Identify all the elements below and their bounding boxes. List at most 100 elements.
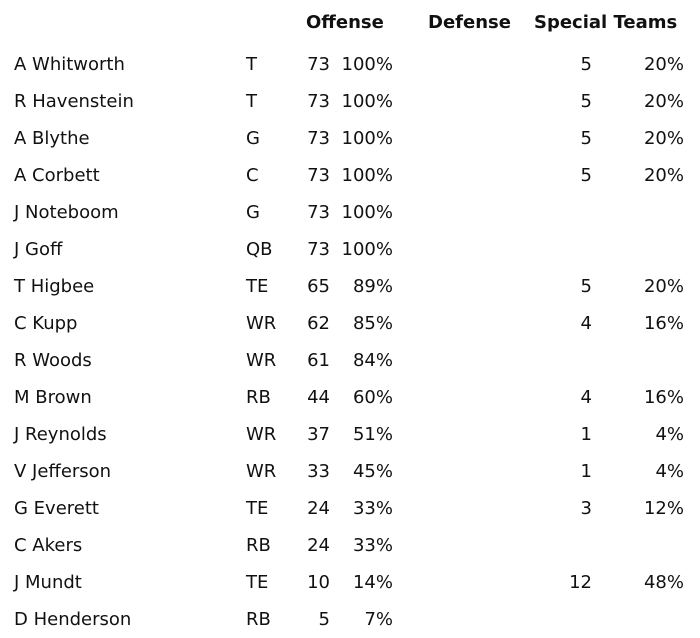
special-teams-percent: 48% [643, 572, 684, 593]
player-position: G [246, 202, 260, 223]
special-teams-percent: 20% [643, 54, 684, 75]
offense-snaps: 5 [318, 609, 330, 630]
table-row: M Brown RB 44 60% 4 16% [0, 379, 700, 416]
offense-percent: 7% [364, 609, 393, 630]
special-teams-snaps: 5 [580, 276, 592, 297]
offense-snaps: 37 [307, 424, 330, 445]
player-position: RB [246, 609, 271, 630]
table-row: A Corbett C 73 100% 5 20% [0, 157, 700, 194]
offense-percent: 100% [341, 128, 393, 149]
table-row: V Jefferson WR 33 45% 1 4% [0, 453, 700, 490]
table-row: R Havenstein T 73 100% 5 20% [0, 83, 700, 120]
offense-percent: 89% [352, 276, 393, 297]
player-name: R Woods [14, 350, 92, 371]
offense-percent: 45% [352, 461, 393, 482]
special-teams-percent: 20% [643, 91, 684, 112]
offense-snaps: 73 [307, 128, 330, 149]
player-position: QB [246, 239, 273, 260]
special-teams-snaps: 5 [580, 54, 592, 75]
player-position: WR [246, 313, 277, 334]
player-name: C Akers [14, 535, 83, 556]
offense-percent: 100% [341, 202, 393, 223]
player-name: C Kupp [14, 313, 78, 334]
table-row: T Higbee TE 65 89% 5 20% [0, 268, 700, 305]
offense-percent: 14% [352, 572, 393, 593]
special-teams-snaps: 4 [580, 313, 592, 334]
table-row: R Woods WR 61 84% [0, 342, 700, 379]
table-row: C Akers RB 24 33% [0, 527, 700, 564]
player-position: C [246, 165, 259, 186]
player-name: D Henderson [14, 609, 132, 630]
offense-snaps: 65 [307, 276, 330, 297]
player-name: M Brown [14, 387, 92, 408]
player-position: WR [246, 350, 277, 371]
table-row: J Noteboom G 73 100% [0, 194, 700, 231]
offense-snaps: 61 [307, 350, 330, 371]
special-teams-percent: 20% [643, 165, 684, 186]
player-position: RB [246, 535, 271, 556]
offense-snaps: 33 [307, 461, 330, 482]
player-position: TE [246, 572, 269, 593]
table-row: A Blythe G 73 100% 5 20% [0, 120, 700, 157]
offense-snaps: 73 [307, 54, 330, 75]
player-name: A Blythe [14, 128, 90, 149]
special-teams-percent: 4% [655, 424, 684, 445]
table-row: J Reynolds WR 37 51% 1 4% [0, 416, 700, 453]
table-row: J Goff QB 73 100% [0, 231, 700, 268]
offense-snaps: 73 [307, 202, 330, 223]
special-teams-snaps: 1 [580, 424, 592, 445]
special-teams-percent: 4% [655, 461, 684, 482]
special-teams-column-header: Special Teams [534, 12, 678, 33]
special-teams-percent: 20% [643, 276, 684, 297]
offense-snaps: 73 [307, 91, 330, 112]
offense-percent: 85% [352, 313, 393, 334]
offense-percent: 33% [352, 498, 393, 519]
offense-percent: 100% [341, 165, 393, 186]
table-row: A Whitworth T 73 100% 5 20% [0, 46, 700, 83]
snap-count-table: A Whitworth T 73 100% 5 20% R Havenstein T 73 100… [0, 46, 700, 638]
player-position: WR [246, 461, 277, 482]
offense-snaps: 73 [307, 239, 330, 260]
defense-column-header: Defense [428, 12, 511, 33]
offense-snaps: 10 [307, 572, 330, 593]
special-teams-snaps: 5 [580, 128, 592, 149]
offense-percent: 100% [341, 54, 393, 75]
special-teams-percent: 12% [643, 498, 684, 519]
player-position: RB [246, 387, 271, 408]
table-row: J Mundt TE 10 14% 12 48% [0, 564, 700, 601]
offense-percent: 84% [352, 350, 393, 371]
player-name: R Havenstein [14, 91, 134, 112]
player-position: T [246, 91, 257, 112]
player-name: T Higbee [14, 276, 95, 297]
player-name: G Everett [14, 498, 99, 519]
player-position: G [246, 128, 260, 149]
special-teams-percent: 20% [643, 128, 684, 149]
player-name: J Noteboom [14, 202, 119, 223]
player-position: T [246, 54, 257, 75]
player-name: V Jefferson [14, 461, 112, 482]
offense-snaps: 24 [307, 498, 330, 519]
special-teams-snaps: 5 [580, 91, 592, 112]
special-teams-snaps: 3 [580, 498, 592, 519]
offense-percent: 33% [352, 535, 393, 556]
player-name: J Reynolds [14, 424, 107, 445]
offense-snaps: 62 [307, 313, 330, 334]
offense-snaps: 44 [307, 387, 330, 408]
player-name: J Goff [14, 239, 63, 260]
special-teams-snaps: 12 [569, 572, 592, 593]
offense-percent: 60% [352, 387, 393, 408]
player-position: TE [246, 276, 269, 297]
special-teams-percent: 16% [643, 313, 684, 334]
offense-snaps: 24 [307, 535, 330, 556]
player-name: A Whitworth [14, 54, 125, 75]
player-name: J Mundt [14, 572, 82, 593]
offense-percent: 100% [341, 239, 393, 260]
table-header: Offense Defense Special Teams [0, 12, 700, 36]
offense-percent: 51% [352, 424, 393, 445]
player-name: A Corbett [14, 165, 100, 186]
table-row: D Henderson RB 5 7% [0, 601, 700, 638]
special-teams-snaps: 5 [580, 165, 592, 186]
offense-percent: 100% [341, 91, 393, 112]
special-teams-percent: 16% [643, 387, 684, 408]
clipped-header-fragment: : [0, 12, 2, 34]
